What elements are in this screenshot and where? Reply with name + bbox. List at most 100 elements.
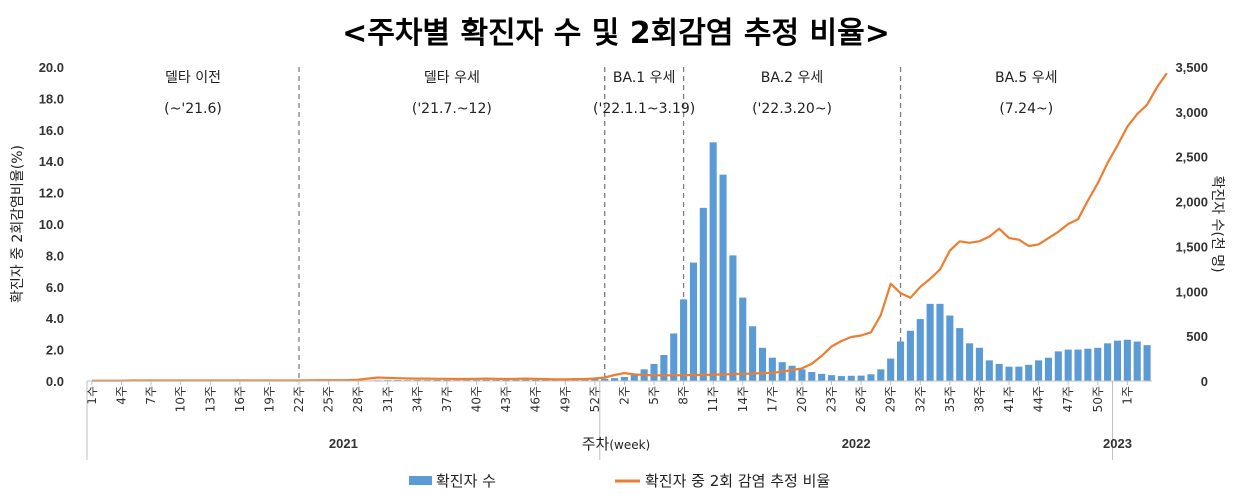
y-left-tick-label: 4.0 xyxy=(46,311,64,326)
bar xyxy=(936,303,944,381)
bar xyxy=(1025,364,1033,381)
legend: 확진자 수 확진자 중 2회 감염 추정 비율 xyxy=(409,472,830,490)
x-tick-label: 46주 xyxy=(529,386,543,412)
bar xyxy=(985,360,993,381)
period-name: 델타 이전 xyxy=(165,70,221,86)
bar xyxy=(1064,349,1072,381)
bar xyxy=(611,378,619,381)
bar xyxy=(1035,360,1043,381)
x-tick-label: 13주 xyxy=(203,386,217,412)
bar xyxy=(650,363,658,381)
x-tick-label: 31주 xyxy=(381,386,395,412)
x-tick-label: 34주 xyxy=(410,386,424,412)
x-tick-label: 1주 xyxy=(85,386,99,405)
bar xyxy=(591,379,599,381)
legend-bar-label: 확진자 수 xyxy=(436,472,496,490)
y-right-tick-label: 2,000 xyxy=(1175,195,1208,210)
y-axis-left-label: 확진자 중 2회감염비율(%) xyxy=(10,145,26,303)
period-name: BA.5 우세 xyxy=(995,70,1058,86)
year-label: 2022 xyxy=(842,436,871,451)
y-left-tick-label: 14.0 xyxy=(39,154,64,169)
bar xyxy=(1015,366,1023,381)
x-tick-label: 41주 xyxy=(1002,386,1016,412)
period-range: (7.24~) xyxy=(999,101,1053,117)
bar xyxy=(946,315,954,381)
period-name: BA.2 우세 xyxy=(761,70,824,86)
x-tick-label: 1주 xyxy=(1120,386,1134,405)
x-tick-label: 4주 xyxy=(115,386,129,405)
bar xyxy=(541,379,550,381)
x-tick-label: 19주 xyxy=(262,386,276,412)
bar xyxy=(857,375,865,381)
y-left-tick-label: 18.0 xyxy=(39,91,64,106)
period-range: (~'21.6) xyxy=(164,101,222,117)
bar xyxy=(887,358,895,381)
x-tick-label: 47주 xyxy=(1061,386,1075,412)
period-range: ('21.7.~12) xyxy=(412,101,492,117)
x-tick-label: 11주 xyxy=(706,386,720,412)
x-tick-label: 44주 xyxy=(1032,386,1046,412)
y-left-tick-label: 2.0 xyxy=(46,343,64,358)
x-tick-label: 17주 xyxy=(765,386,779,412)
x-tick-label: 14주 xyxy=(736,386,750,412)
bar xyxy=(709,142,717,381)
bar xyxy=(512,379,520,381)
bar xyxy=(916,319,924,381)
bar xyxy=(847,375,855,381)
bar xyxy=(1054,351,1062,381)
bar xyxy=(877,369,885,381)
bar xyxy=(926,303,934,381)
y-right-tick-label: 1,000 xyxy=(1175,284,1208,299)
bar xyxy=(818,373,826,381)
bar xyxy=(670,333,678,381)
bar xyxy=(630,374,638,381)
bar xyxy=(719,174,727,381)
x-tick-label: 5주 xyxy=(647,386,661,405)
bar xyxy=(1133,341,1141,381)
year-label: 2021 xyxy=(329,436,358,451)
x-tick-label: 25주 xyxy=(322,386,336,412)
x-tick-label: 43주 xyxy=(499,386,513,412)
bar xyxy=(749,326,757,381)
x-tick-label: 52주 xyxy=(588,386,602,412)
x-tick-label: 37주 xyxy=(440,386,454,412)
bar xyxy=(522,379,530,381)
bar xyxy=(827,375,836,381)
bar xyxy=(867,374,875,381)
bar xyxy=(788,365,796,381)
x-tick-label: 20주 xyxy=(795,386,809,412)
year-label: 2023 xyxy=(1103,436,1132,451)
y-right-tick-label: 0 xyxy=(1201,374,1208,389)
bar xyxy=(956,328,964,381)
x-tick-label: 49주 xyxy=(558,386,572,412)
y-left-tick-label: 20.0 xyxy=(39,60,64,75)
x-tick-label: 26주 xyxy=(854,386,868,412)
x-tick-label: 16주 xyxy=(233,386,247,412)
bar xyxy=(975,347,983,381)
y-right-tick-label: 3,500 xyxy=(1175,60,1208,75)
ratio-line xyxy=(91,72,1168,382)
bar xyxy=(1084,348,1092,381)
bar xyxy=(1044,357,1053,381)
period-name: 델타 우세 xyxy=(424,70,480,86)
x-axis-label: 주차(week) xyxy=(582,435,651,453)
bar xyxy=(758,347,767,381)
bar xyxy=(837,376,845,381)
x-tick-label: 38주 xyxy=(972,386,986,412)
x-tick-label: 23주 xyxy=(825,386,839,412)
bar xyxy=(995,363,1003,381)
bar xyxy=(1113,340,1122,381)
legend-bar-swatch xyxy=(409,476,432,485)
bar xyxy=(1074,349,1082,381)
x-axis-label-main: 주차 xyxy=(582,435,610,453)
bar xyxy=(729,255,737,381)
period-name: BA.1 우세 xyxy=(613,70,676,86)
y-left-tick-label: 6.0 xyxy=(46,280,64,295)
bar xyxy=(896,341,905,381)
bar xyxy=(768,357,776,381)
y-right-tick-label: 1,500 xyxy=(1175,239,1208,254)
y-left-tick-label: 10.0 xyxy=(39,217,64,232)
x-tick-label: 10주 xyxy=(174,386,188,412)
bar xyxy=(620,376,628,381)
